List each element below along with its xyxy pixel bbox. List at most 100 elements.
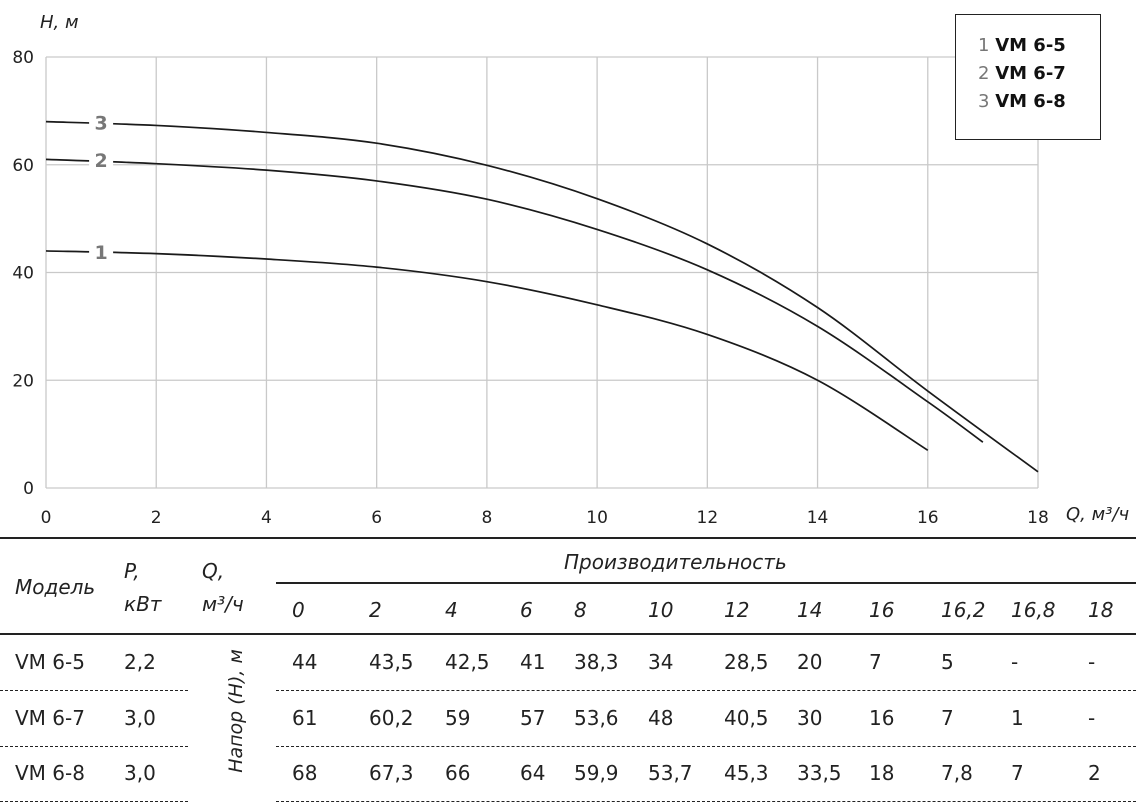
curve-3 [45, 120, 1039, 473]
legend-label: VM 6-7 [995, 63, 1066, 84]
cell-head-value: 18 [869, 761, 895, 785]
cell-head-value: 44 [292, 650, 318, 674]
x-tick-label: 8 [481, 508, 492, 528]
cell-head-value: 30 [797, 706, 823, 730]
row-divider-left [0, 801, 188, 802]
flow-header-cell: 2 [369, 598, 382, 622]
performance-table: Модель P, кВт Q, м³/ч Производительность… [0, 537, 1136, 803]
x-tick-label: 10 [586, 508, 608, 528]
row-divider-right [276, 801, 1136, 802]
flow-header-cell: 8 [574, 598, 587, 622]
cell-head-value: 61 [292, 706, 318, 730]
curves: 1 2 3 [45, 110, 1039, 473]
x-tick-label: 14 [807, 508, 829, 528]
row-divider-left [0, 746, 188, 747]
header-flow-symbol: Q, [202, 559, 225, 583]
cell-head-value: 1 [1011, 706, 1024, 730]
flow-header-cell: 10 [648, 598, 674, 622]
flow-header-cell: 4 [445, 598, 458, 622]
x-tick-label: 18 [1027, 508, 1049, 528]
cell-model: VM 6-5 [15, 650, 85, 674]
header-flow-unit: м³/ч [202, 592, 244, 616]
cell-head-value: 7 [941, 706, 954, 730]
legend-item-3: 3 VM 6-8 [978, 91, 1066, 112]
x-axis-title: Q, м³/ч [1066, 504, 1129, 525]
header-model: Модель [15, 575, 96, 599]
cell-model: VM 6-7 [15, 706, 85, 730]
cell-head-value: 42,5 [445, 650, 490, 674]
cell-head-value: 16 [869, 706, 895, 730]
flow-header-cell: 16,2 [941, 598, 986, 622]
cell-head-value: 43,5 [369, 650, 414, 674]
x-tick-label: 4 [261, 508, 272, 528]
cell-power: 3,0 [124, 706, 156, 730]
flow-header-cell: 18 [1088, 598, 1114, 622]
row-divider-left [0, 690, 188, 691]
cell-head-value: 5 [941, 650, 954, 674]
y-tick-label: 80 [12, 48, 34, 68]
y-tick-label: 40 [12, 264, 34, 284]
cell-head-value: 60,2 [369, 706, 414, 730]
y-tick-label: 20 [12, 371, 34, 391]
cell-head-value: 7 [1011, 761, 1024, 785]
cell-head-value: 34 [648, 650, 674, 674]
flow-header-cell: 6 [520, 598, 533, 622]
curve-2 [45, 158, 984, 443]
cell-head-value: - [1011, 650, 1019, 674]
row-divider-right [276, 690, 1136, 691]
cell-head-value: - [1088, 706, 1096, 730]
cell-head-value: 40,5 [724, 706, 769, 730]
curve-label-1: 1 [94, 242, 107, 264]
cell-head-value: 7 [869, 650, 882, 674]
legend-label: VM 6-8 [995, 91, 1066, 112]
legend-item-2: 2 VM 6-7 [978, 63, 1066, 84]
x-tick-label: 0 [41, 508, 52, 528]
header-bottom-rule [0, 633, 1136, 635]
curve-label-3: 3 [94, 112, 107, 134]
legend-num: 1 [978, 35, 990, 56]
cell-head-value: 53,7 [648, 761, 693, 785]
header-group-title: Производительность [564, 550, 787, 574]
header-sub-rule [276, 582, 1136, 584]
cell-power: 3,0 [124, 761, 156, 785]
cell-head-value: 33,5 [797, 761, 842, 785]
cell-head-value: 59,9 [574, 761, 619, 785]
legend-label: VM 6-5 [995, 35, 1066, 56]
flow-header-cell: 14 [797, 598, 823, 622]
table-top-rule [0, 537, 1136, 539]
row-divider-right [276, 746, 1136, 747]
cell-head-value: 66 [445, 761, 471, 785]
cell-head-value: 45,3 [724, 761, 769, 785]
flow-header-cell: 16,8 [1011, 598, 1056, 622]
legend-item-1: 1 VM 6-5 [978, 35, 1066, 56]
cell-head-value: 28,5 [724, 650, 769, 674]
legend-num: 3 [978, 91, 990, 112]
chart-grid [45, 56, 1039, 489]
cell-head-value: 67,3 [369, 761, 414, 785]
y-tick-label: 0 [23, 479, 34, 499]
cell-head-value: 53,6 [574, 706, 619, 730]
curve-label-bg [89, 110, 114, 135]
x-tick-label: 16 [917, 508, 939, 528]
flow-header-cell: 16 [869, 598, 895, 622]
curve-label-2: 2 [94, 150, 107, 172]
cell-head-value: 57 [520, 706, 546, 730]
flow-header-cell: 12 [724, 598, 750, 622]
cell-head-value: 38,3 [574, 650, 619, 674]
curve-label-bg [89, 148, 114, 173]
cell-head-value: 41 [520, 650, 546, 674]
legend: 1 VM 6-5 2 VM 6-7 3 VM 6-8 [955, 14, 1101, 140]
y-axis-title: H, м [40, 12, 79, 33]
curve-1 [45, 250, 929, 452]
cell-head-value: 48 [648, 706, 674, 730]
cell-head-value: 59 [445, 706, 471, 730]
cell-head-value: 20 [797, 650, 823, 674]
x-tick-label: 2 [151, 508, 162, 528]
flow-header-cell: 0 [292, 598, 305, 622]
header-power-unit: кВт [124, 592, 162, 616]
x-tick-label: 6 [371, 508, 382, 528]
y-tick-label: 60 [12, 156, 34, 176]
cell-head-value: - [1088, 650, 1096, 674]
